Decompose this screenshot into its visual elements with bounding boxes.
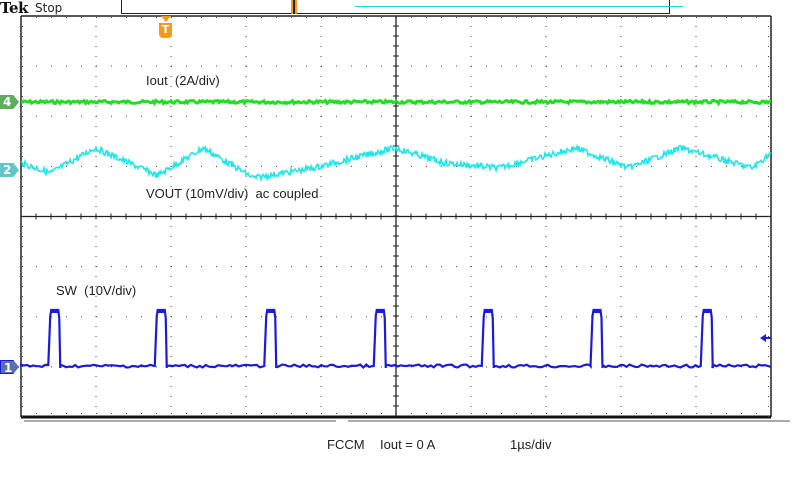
trigger-level-icon[interactable] [760,334,766,342]
trigger-label: T [159,23,172,38]
ch4-label: Iout (2A/div) [146,73,220,88]
acquisition-status: Stop [35,1,63,15]
ch1-label: SW (10V/div) [56,283,137,298]
ch2-label: VOUT (10mV/div) ac coupled [146,186,319,201]
timebase-label: 1µs/div [510,437,552,452]
ch4-ground-marker[interactable]: 4 [0,95,19,109]
trigger-position-marker[interactable] [291,0,297,14]
record-view-bar[interactable] [121,0,683,14]
ch1-ground-marker[interactable]: 1 [0,360,19,374]
trigger-level-line [765,337,771,339]
mode-label: FCCM [327,437,365,452]
trigger-icon[interactable]: T [159,16,173,40]
brand-logo: Tek [0,0,28,17]
ch2-ground-marker[interactable]: 2 [0,163,19,177]
load-condition-label: Iout = 0 A [380,437,436,452]
record-window-indicator [355,6,683,7]
